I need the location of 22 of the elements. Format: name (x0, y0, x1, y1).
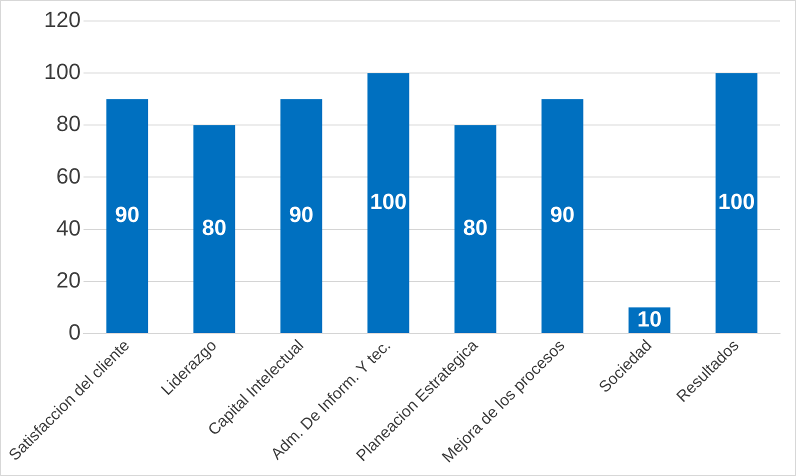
bar (454, 125, 496, 333)
data-label: 100 (718, 189, 755, 214)
y-tick-label: 60 (56, 163, 81, 188)
y-tick-label: 100 (44, 59, 81, 84)
y-tick-label: 80 (56, 111, 81, 136)
data-label: 80 (463, 215, 488, 240)
bar (193, 125, 236, 333)
bar (367, 73, 410, 333)
y-tick-label: 0 (68, 320, 81, 345)
bar (542, 99, 584, 333)
data-label: 90 (289, 202, 314, 228)
data-label: 100 (370, 189, 407, 214)
bar (106, 99, 148, 333)
y-tick-label: 120 (44, 7, 81, 32)
y-tick-label: 40 (56, 215, 81, 240)
data-label: 90 (114, 202, 140, 228)
data-label: 80 (202, 215, 227, 240)
y-tick-label: 20 (56, 267, 81, 292)
data-label: 10 (637, 306, 662, 332)
bar (716, 73, 758, 333)
data-label: 90 (550, 202, 575, 228)
bar (280, 99, 322, 333)
